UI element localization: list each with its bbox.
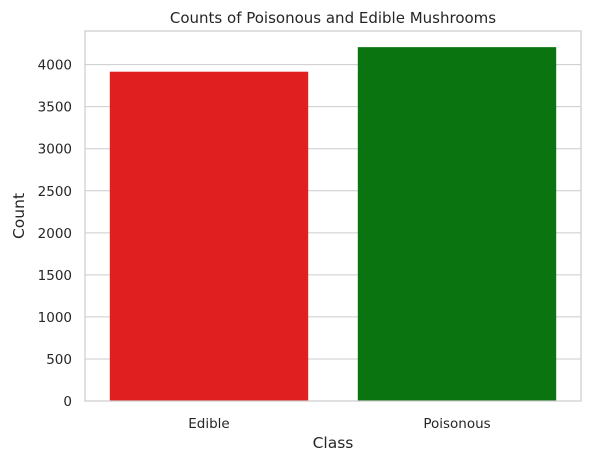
bar-poisonous [357, 47, 557, 402]
x-axis-label: Class [313, 434, 354, 452]
y-tick-label: 3000 [38, 142, 72, 158]
x-tick-label: Poisonous [423, 416, 490, 432]
y-tick-label: 2000 [38, 226, 72, 242]
y-axis-label: Count [10, 193, 28, 239]
plot-frame [84, 30, 582, 402]
bars [109, 47, 557, 402]
y-tick-label: 1000 [38, 310, 72, 326]
y-tick-label: 4000 [38, 58, 72, 74]
y-tick-label: 0 [63, 394, 72, 410]
bar-edible [109, 71, 309, 401]
x-tick-labels: Edible Poisonous [188, 416, 490, 432]
y-tick-label: 3500 [38, 100, 72, 116]
x-tick-label: Edible [188, 416, 229, 432]
y-tick-label: 2500 [38, 184, 72, 200]
y-tick-labels: 0 500 1000 1500 2000 2500 3000 3500 4000 [38, 58, 72, 410]
y-tick-label: 500 [46, 352, 72, 368]
chart-title: Counts of Poisonous and Edible Mushrooms [170, 9, 496, 27]
y-tick-label: 1500 [38, 268, 72, 284]
